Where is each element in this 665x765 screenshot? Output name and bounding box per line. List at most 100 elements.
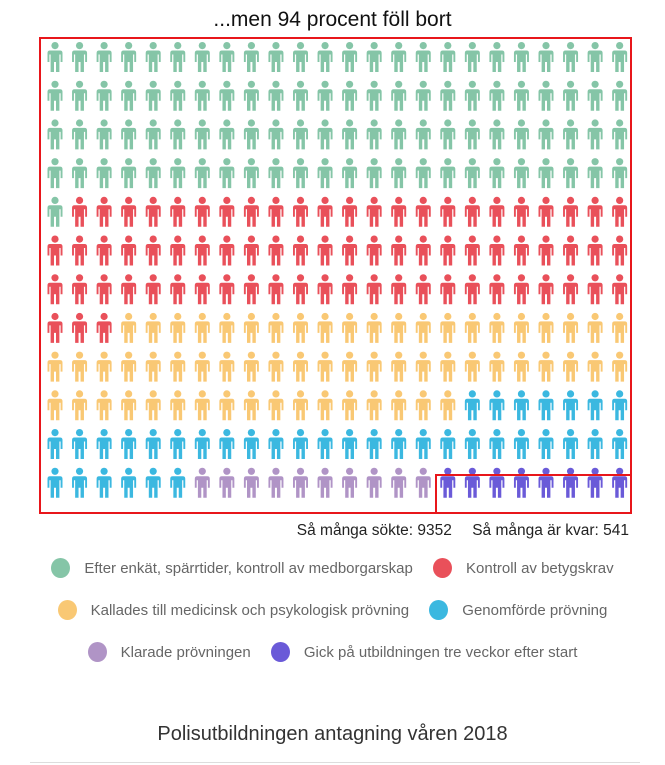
person-icon — [121, 80, 137, 111]
person-icon — [366, 429, 382, 459]
person-icon — [366, 467, 382, 498]
person-icon — [513, 235, 529, 266]
legend-swatch — [57, 600, 77, 620]
person-icon — [47, 390, 63, 421]
person-icon — [391, 235, 407, 266]
person-icon — [513, 42, 529, 72]
person-icon — [317, 274, 333, 305]
person-icon — [464, 429, 480, 459]
person-icon — [342, 80, 358, 111]
person-icon — [391, 196, 407, 227]
legend-label: Gick på utbildningen tre veckor efter st… — [303, 643, 578, 661]
person-icon — [489, 312, 505, 343]
person-icon — [538, 119, 554, 150]
person-icon — [612, 80, 628, 111]
person-icon — [219, 467, 235, 498]
person-icon — [72, 351, 88, 382]
person-icon — [293, 312, 308, 343]
person-icon — [121, 467, 137, 498]
person-icon — [47, 312, 63, 343]
person-icon — [464, 467, 480, 498]
person-icon — [170, 467, 186, 498]
person-icon — [538, 429, 554, 459]
legend-swatch — [51, 558, 71, 578]
person-icon — [440, 80, 456, 111]
person-icon — [587, 312, 603, 343]
legend-swatch — [429, 600, 449, 620]
legend-swatch — [87, 642, 107, 662]
person-icon — [489, 42, 505, 72]
person-icon — [366, 80, 382, 111]
person-icon — [440, 390, 456, 421]
legend-item: Genomförde prövning — [429, 600, 607, 620]
person-icon — [47, 429, 63, 459]
person-icon — [121, 312, 137, 343]
person-icon — [219, 196, 235, 227]
legend-label: Klarade prövningen — [120, 643, 251, 661]
person-icon — [145, 196, 161, 227]
person-icon — [489, 351, 505, 382]
person-icon — [47, 80, 63, 111]
person-icon — [121, 42, 137, 72]
person-icon — [513, 274, 529, 305]
person-icon — [342, 467, 358, 498]
person-icon — [243, 351, 259, 382]
person-icon — [243, 467, 259, 498]
person-icon — [366, 158, 382, 189]
person-icon — [317, 80, 333, 111]
legend-label: Genomförde prövning — [462, 601, 608, 619]
person-icon — [268, 42, 284, 72]
person-icon — [587, 429, 603, 459]
person-icon — [415, 390, 431, 421]
person-icon — [342, 429, 358, 459]
person-icon — [219, 429, 235, 459]
person-icon — [587, 390, 603, 421]
legend-item: Klarade prövningen — [87, 642, 251, 662]
person-icon — [342, 158, 358, 189]
person-icon — [513, 351, 529, 382]
person-icon — [268, 312, 284, 343]
total-border — [39, 37, 632, 514]
person-icon — [391, 158, 407, 189]
person-icon — [440, 312, 456, 343]
person-icon — [72, 42, 88, 72]
person-icon — [391, 351, 407, 382]
person-icon — [587, 42, 603, 72]
person-icon — [513, 80, 529, 111]
person-icon — [538, 42, 554, 72]
person-icon — [563, 467, 579, 498]
person-icon — [317, 351, 333, 382]
person-icon — [612, 119, 628, 150]
person-icon — [513, 312, 529, 343]
person-icon — [366, 312, 382, 343]
person-icon — [489, 274, 505, 305]
person-icon — [464, 351, 480, 382]
person-icon — [194, 312, 210, 343]
legend-item: Gick på utbildningen tre veckor efter st… — [270, 642, 578, 662]
person-icon — [489, 467, 505, 498]
person-icon — [464, 390, 480, 421]
person-icon — [145, 42, 161, 72]
person-icon — [415, 235, 431, 266]
person-icon — [47, 467, 63, 498]
person-icon — [170, 390, 186, 421]
person-icon — [170, 158, 186, 189]
person-icon — [145, 390, 161, 421]
person-icon — [587, 274, 603, 305]
person-icon — [72, 429, 88, 459]
person-icon — [415, 196, 431, 227]
legend-row-1: Efter enkät, spärrtider, kontroll av med… — [0, 558, 665, 582]
person-icon — [342, 119, 358, 150]
person-icon — [440, 274, 456, 305]
person-icon — [415, 429, 431, 459]
person-icon — [391, 80, 407, 111]
person-icon — [489, 429, 505, 459]
person-icon — [219, 80, 235, 111]
person-icon — [194, 274, 210, 305]
person-icon — [47, 158, 63, 189]
person-icon — [440, 235, 456, 266]
person-icon — [47, 196, 63, 227]
legend-item: Kallades till medicinsk och psykologisk … — [57, 600, 409, 620]
person-icon — [243, 312, 259, 343]
person-icon — [268, 158, 284, 189]
